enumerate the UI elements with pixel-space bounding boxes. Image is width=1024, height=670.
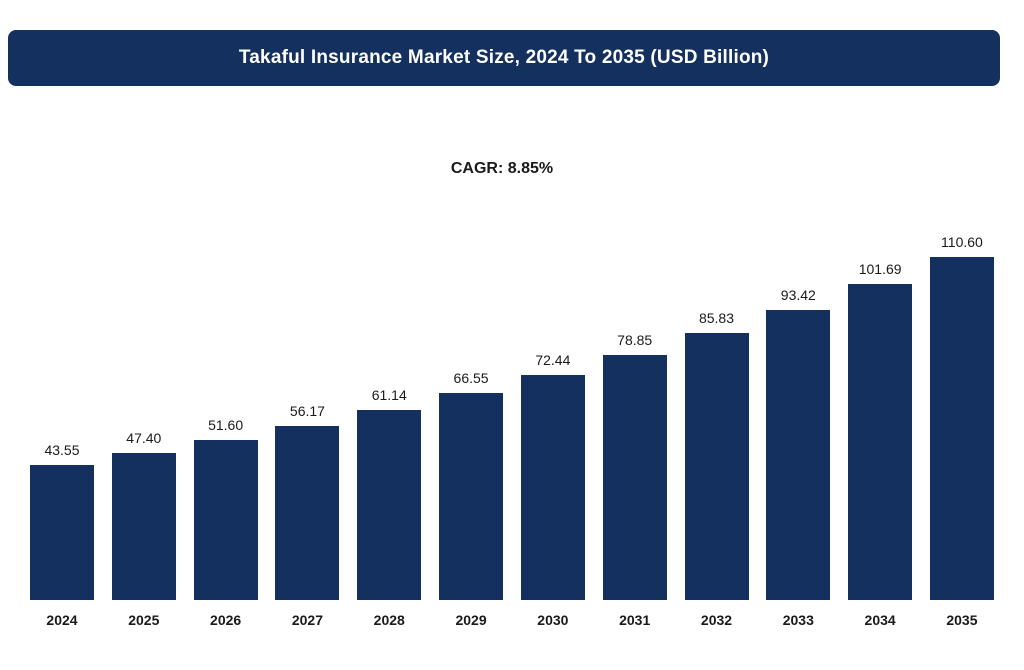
bar-value-label: 56.17 [289,403,325,419]
bar-item[interactable]: 61.14 [357,190,422,600]
bar-item[interactable]: 43.55 [30,190,94,600]
bar-item[interactable]: 66.55 [439,190,504,600]
bar-item[interactable]: 47.40 [111,190,176,600]
bar-series: 43.55 47.40 51.60 56.17 61.14 66.55 72.44 78.85… [30,190,994,600]
x-axis-label: 2026 [210,612,242,628]
bar-value-label: 101.69 [858,261,902,277]
bar[interactable] [439,393,504,600]
x-axis-label: 2033 [782,612,814,628]
bar[interactable] [30,465,94,600]
bar-item[interactable]: 51.60 [193,190,258,600]
x-axis-label: 2030 [537,612,569,628]
x-axis-label: 2024 [46,612,78,628]
bar[interactable] [275,426,340,600]
bar-item[interactable]: 110.60 [929,190,994,600]
x-axis-label: 2032 [700,612,733,628]
bar-value-label: 51.60 [208,417,244,433]
bar-value-label: 93.42 [780,287,816,303]
bar-item[interactable]: 101.69 [848,190,913,600]
chart-plot-area: 43.55 47.40 51.60 56.17 61.14 66.55 72.44 78.85… [0,190,1024,600]
bar-value-label: 66.55 [453,370,489,386]
x-axis-label: 2028 [373,612,405,628]
x-axis-label: 2031 [619,612,651,628]
bar-value-label: 43.55 [44,442,80,458]
x-axis-label: 2027 [291,612,324,628]
bar-item[interactable]: 93.42 [766,190,831,600]
x-axis-label: 2035 [946,612,978,628]
bar[interactable] [111,453,176,600]
bar-value-label: 61.14 [371,387,407,403]
bar[interactable] [357,410,422,600]
bar-item[interactable]: 72.44 [520,190,585,600]
bar-item[interactable]: 56.17 [275,190,340,600]
bar-item[interactable]: 78.85 [602,190,667,600]
bar-value-label: 47.40 [126,430,162,446]
bar-value-label: 110.60 [941,234,983,250]
bar[interactable] [602,355,667,600]
bar-value-label: 72.44 [535,352,571,368]
bar[interactable] [520,375,585,600]
x-axis-label: 2025 [128,612,160,628]
bar-value-label: 78.85 [617,332,653,348]
x-axis-label: 2029 [455,612,487,628]
bar-item[interactable]: 85.83 [684,190,749,600]
bar[interactable] [929,257,994,600]
bar[interactable] [684,333,749,600]
bar-value-label: 85.83 [698,310,735,326]
bar[interactable] [193,440,258,600]
page-title: Takaful Insurance Market Size, 2024 To 2… [238,47,770,68]
cagr-annotation: CAGR: 8.85% [450,160,554,177]
bar[interactable] [766,310,831,600]
x-axis-label: 2034 [864,612,896,628]
x-axis-tick-labels: 2024 2025 2026 2027 2028 2029 2030 2031 2032 2033… [30,600,994,640]
bar[interactable] [848,284,913,600]
chart-title-bar: Takaful Insurance Market Size, 2024 To 2… [8,30,1000,86]
